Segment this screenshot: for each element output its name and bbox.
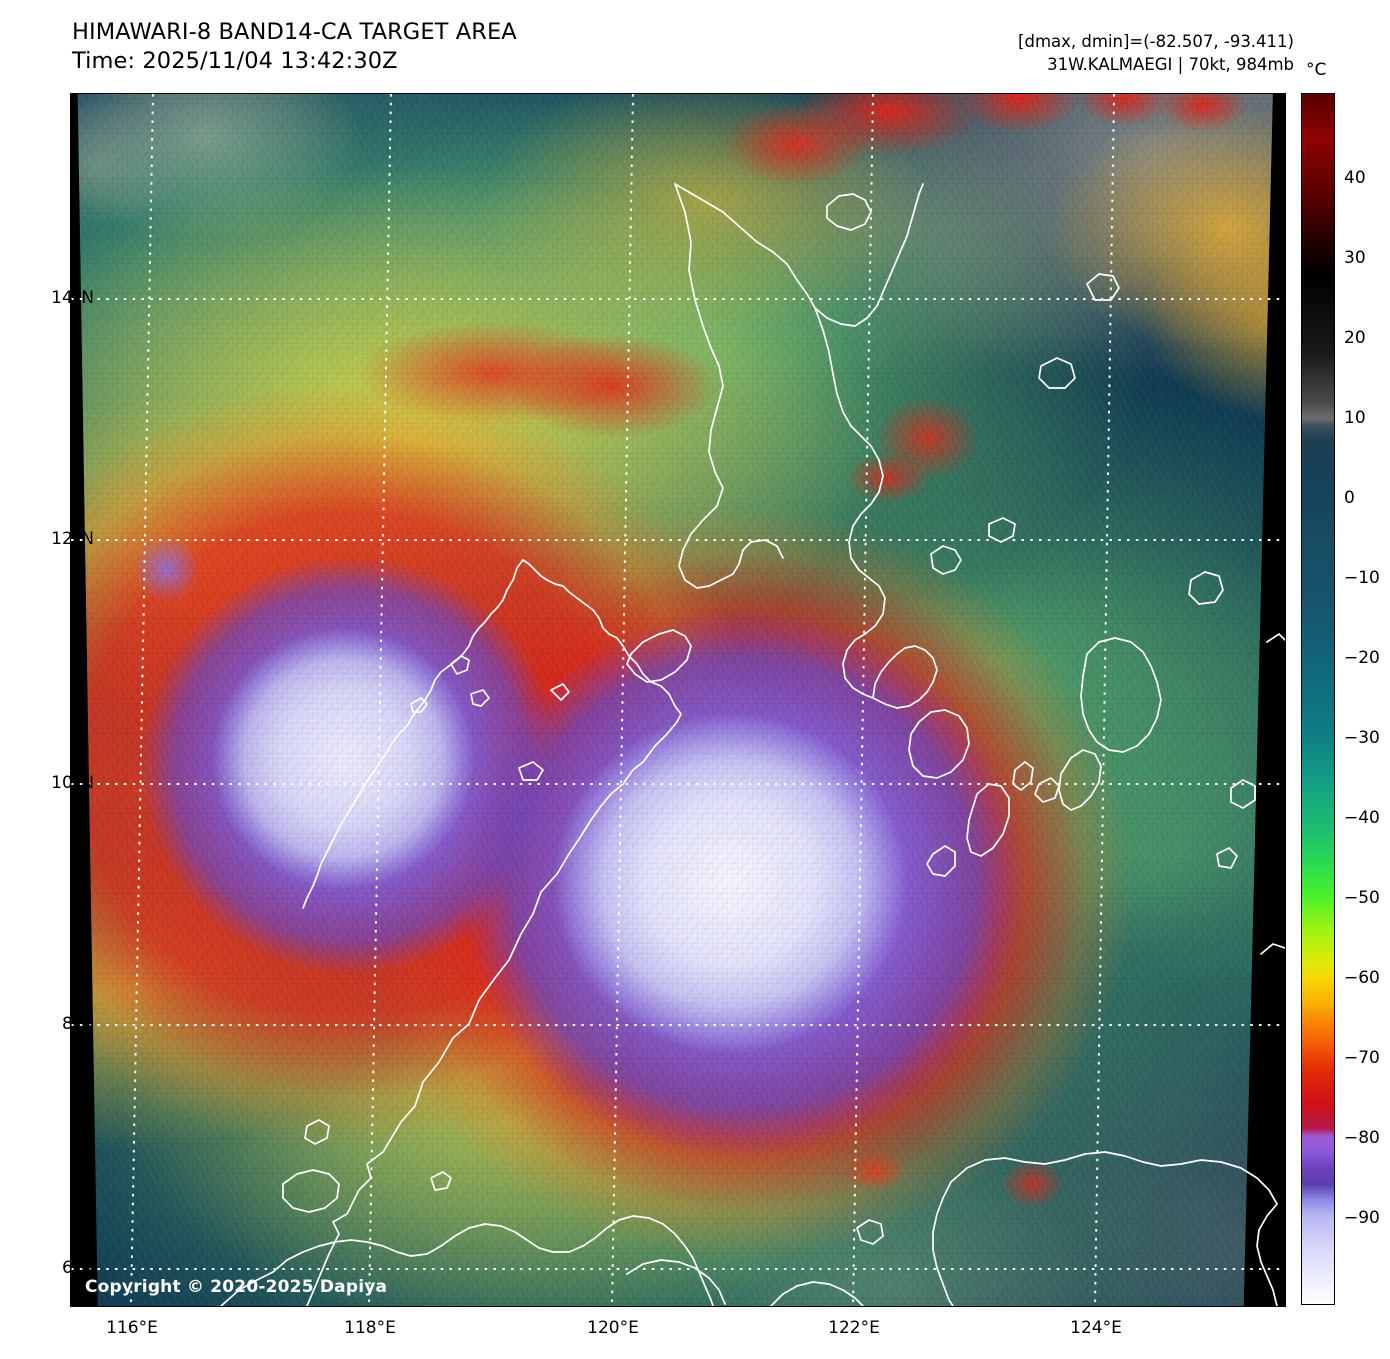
x-tick-122E: 122°E xyxy=(828,1318,880,1338)
x-tick-120E: 120°E xyxy=(587,1318,639,1338)
x-tick-124E: 124°E xyxy=(1070,1318,1122,1338)
y-tick-12N: 12°N xyxy=(51,529,94,549)
header-info: [dmax, dmin]=(-82.507, -93.411) 31W.KALM… xyxy=(1018,30,1294,77)
colorbar[interactable] xyxy=(1301,93,1335,1305)
colorbar-tick-m40: −40 xyxy=(1344,808,1380,828)
y-tick-10N: 10°N xyxy=(51,773,94,793)
satellite-plot-area[interactable]: Copyright © 2020-2025 Dapiya xyxy=(70,93,1286,1307)
dmax-dmin-readout: [dmax, dmin]=(-82.507, -93.411) xyxy=(1018,32,1294,51)
storm-info: 31W.KALMAEGI | 70kt, 984mb xyxy=(1047,55,1294,75)
colorbar-tick-m90: −90 xyxy=(1344,1208,1380,1228)
copyright-notice: Copyright © 2020-2025 Dapiya xyxy=(85,1277,388,1297)
title-line-1: HIMAWARI-8 BAND14-CA TARGET AREA xyxy=(72,19,517,45)
colorbar-tick-20: 20 xyxy=(1344,328,1366,348)
raster-pixelation-layer xyxy=(77,94,1273,1306)
colorbar-tick-0: 0 xyxy=(1344,488,1355,508)
x-tick-118E: 118°E xyxy=(344,1318,396,1338)
colorbar-tick-m60: −60 xyxy=(1344,968,1380,988)
y-tick-6N: 6°N xyxy=(61,1258,94,1278)
colorbar-tick-10: 10 xyxy=(1344,408,1366,428)
y-tick-14N: 14°N xyxy=(51,288,94,308)
colorbar-tick-m80: −80 xyxy=(1344,1128,1380,1148)
title-line-2: Time: 2025/11/04 13:42:30Z xyxy=(72,48,398,75)
page-title: HIMAWARI-8 BAND14-CA TARGET AREA Time: 2… xyxy=(72,18,517,77)
colorbar-tick-m70: −70 xyxy=(1344,1048,1380,1068)
colorbar-tick-30: 30 xyxy=(1344,248,1366,268)
x-tick-116E: 116°E xyxy=(106,1318,158,1338)
colorbar-tick-m10: −10 xyxy=(1344,568,1380,588)
colorbar-unit-label: °C xyxy=(1306,60,1327,80)
ir-raster xyxy=(77,94,1273,1306)
colorbar-tick-40: 40 xyxy=(1344,168,1366,188)
colorbar-tick-m50: −50 xyxy=(1344,888,1380,908)
colorbar-tick-m30: −30 xyxy=(1344,728,1380,748)
colorbar-gradient xyxy=(1302,94,1334,1304)
plot-inner: Copyright © 2020-2025 Dapiya xyxy=(71,94,1285,1306)
colorbar-tick-m20: −20 xyxy=(1344,648,1380,668)
y-tick-8N: 8°N xyxy=(61,1014,94,1034)
